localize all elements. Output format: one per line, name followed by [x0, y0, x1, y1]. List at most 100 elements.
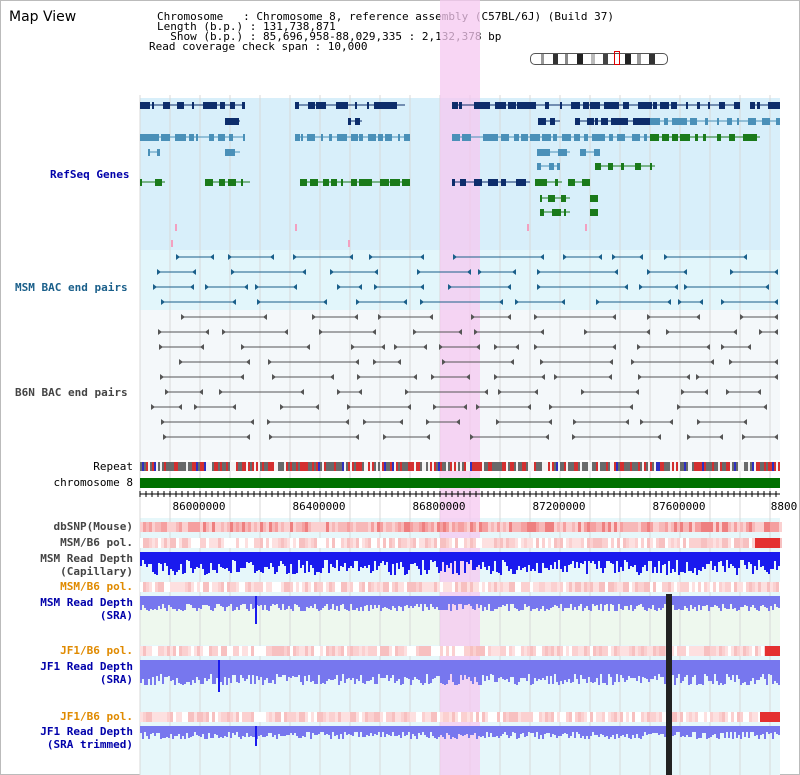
pol-cell	[236, 646, 239, 656]
pol-cell	[404, 538, 407, 548]
pol-cell	[374, 646, 377, 656]
capillary-depth-bar	[278, 552, 280, 566]
jf1-trim-depth-bar	[350, 726, 352, 735]
pol-cell	[578, 646, 581, 656]
jf1-trim-depth-bar	[578, 726, 580, 734]
repeat-block	[216, 462, 218, 471]
pol-cell	[575, 646, 578, 656]
capillary-depth-bar	[522, 552, 524, 568]
capillary-depth-bar	[416, 552, 418, 566]
chromosome-ideogram-icon[interactable]	[530, 53, 668, 65]
pol-cell	[710, 646, 713, 656]
pol-cell	[191, 712, 194, 722]
msm-sra-depth-bar	[742, 596, 744, 607]
capillary-depth-bar	[706, 552, 708, 564]
pol-cell	[605, 582, 608, 592]
capillary-depth-bar	[270, 552, 272, 563]
gene-exon	[402, 179, 410, 186]
pol-cell	[680, 582, 683, 592]
capillary-depth-bar	[214, 552, 216, 570]
jf1-sra-depth-bar	[468, 660, 470, 677]
capillary-depth-bar	[752, 552, 754, 574]
dbsnp-cell	[260, 522, 263, 532]
jf1-trim-depth-bar	[190, 726, 192, 737]
dbsnp-cell	[146, 522, 149, 532]
jf1-trim-depth-bar	[404, 726, 406, 736]
gene-exon	[474, 102, 481, 109]
dbsnp-cell	[212, 522, 215, 532]
repeat-block	[326, 462, 328, 471]
gene-exon	[230, 102, 235, 109]
dbsnp-cell	[776, 522, 779, 532]
pol-cell	[542, 646, 545, 656]
msm-sra-depth-bar	[360, 596, 362, 607]
pol-cell	[395, 538, 398, 548]
b6n-bac-pair-end	[161, 419, 165, 425]
jf1-trim-depth-bar	[678, 726, 680, 732]
jf1-sra-depth-bar	[730, 660, 732, 680]
gene-exon	[322, 102, 326, 109]
pol-cell	[683, 712, 686, 722]
pol-cell	[455, 538, 458, 548]
b6n-bac-pair-end	[397, 359, 401, 365]
pol-cell	[356, 646, 359, 656]
repeat-block	[744, 462, 746, 471]
msm-sra-depth-bar	[338, 596, 340, 611]
track-label-b6n-bac[interactable]: B6N BAC end pairs	[15, 386, 128, 399]
pol-cell	[302, 712, 305, 722]
dbsnp-cell	[308, 522, 311, 532]
msm-sra-depth-bar	[202, 596, 204, 605]
pol-cell	[752, 712, 755, 722]
gene-exon	[633, 118, 643, 125]
repeat-block	[752, 462, 754, 471]
b6n-bac-pair-end	[470, 434, 474, 440]
pol-cell	[221, 712, 224, 722]
msm-sra-depth-bar	[700, 596, 702, 610]
msm-sra-depth-bar	[738, 596, 740, 610]
dbsnp-cell	[545, 522, 548, 532]
repeat-block	[318, 462, 320, 471]
repeat-block	[308, 462, 310, 471]
pol-cell	[248, 582, 251, 592]
pol-cell	[278, 712, 281, 722]
capillary-depth-bar	[766, 552, 768, 572]
pol-cell	[458, 646, 461, 656]
jf1-trim-depth-bar	[602, 726, 604, 735]
capillary-depth-bar	[150, 552, 152, 564]
dbsnp-cell	[362, 522, 365, 532]
pol-cell	[443, 712, 446, 722]
capillary-depth-bar	[354, 552, 356, 561]
track-label-msm-bac[interactable]: MSM BAC end pairs	[15, 281, 128, 294]
msm-sra-depth-bar	[734, 596, 736, 608]
pol-cell	[626, 646, 629, 656]
pol-cell	[320, 712, 323, 722]
jf1-sra-depth-bar	[700, 660, 702, 684]
dbsnp-cell	[656, 522, 659, 532]
repeat-block	[422, 462, 424, 471]
repeat-block	[266, 462, 268, 471]
pol-cell	[440, 646, 443, 656]
pol-cell	[710, 712, 713, 722]
repeat-block	[476, 462, 478, 471]
repeat-block	[414, 462, 416, 471]
capillary-depth-bar	[510, 552, 512, 569]
pol-cell	[143, 712, 146, 722]
jf1-trim-depth-bar	[664, 726, 666, 737]
pol-cell	[428, 712, 431, 722]
repeat-block	[770, 462, 772, 471]
msm-sra-depth-bar	[656, 596, 658, 611]
repeat-block	[164, 462, 166, 471]
track-label-refseq[interactable]: RefSeq Genes	[50, 168, 130, 181]
pol-cell	[443, 582, 446, 592]
repeat-block	[728, 462, 730, 471]
msm-bac-pair-end	[349, 254, 353, 260]
repeat-block	[440, 462, 442, 471]
jf1-trim-depth-bar	[206, 726, 208, 739]
repeat-block	[520, 462, 522, 471]
capillary-depth-bar	[466, 552, 468, 562]
msm-sra-depth-bar	[650, 596, 652, 609]
capillary-depth-bar	[340, 552, 342, 566]
jf1-trim-depth-bar	[702, 726, 704, 733]
pol-cell	[701, 582, 704, 592]
